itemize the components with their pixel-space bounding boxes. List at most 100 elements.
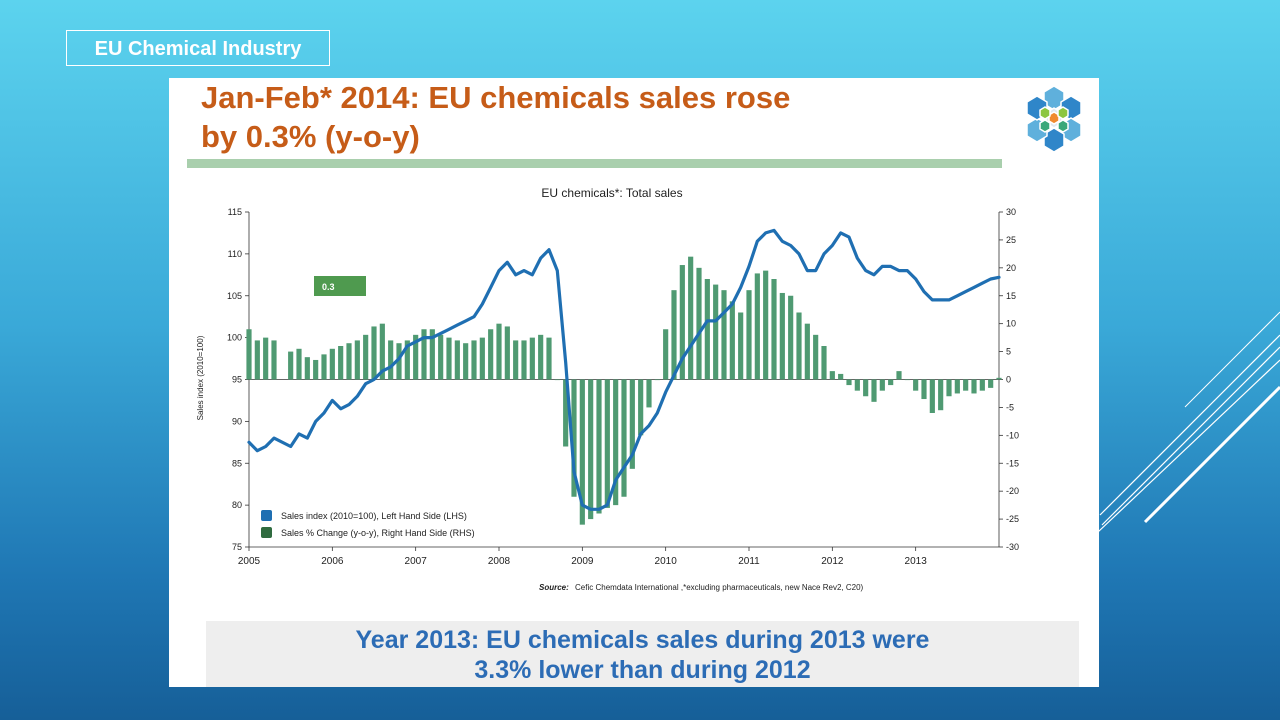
bar <box>854 379 860 391</box>
bar <box>338 346 344 380</box>
bar <box>671 290 677 380</box>
bar <box>313 359 319 380</box>
x-tick-label: 2005 <box>238 556 261 567</box>
bar <box>329 348 335 380</box>
bar <box>271 340 277 380</box>
y-tick-right-label: 25 <box>1006 235 1016 245</box>
bar <box>388 340 394 380</box>
bar <box>288 351 294 380</box>
bar <box>254 340 260 380</box>
bar <box>946 379 952 397</box>
x-tick-label: 2011 <box>738 556 760 567</box>
bar <box>613 379 619 506</box>
bar <box>688 256 694 380</box>
bar <box>638 379 644 436</box>
bar <box>546 337 552 380</box>
y-tick-right-label: 10 <box>1006 319 1016 329</box>
line-series <box>247 228 1001 511</box>
bar <box>888 379 894 386</box>
bar <box>929 379 935 413</box>
y-tick-right-label: -30 <box>1006 542 1019 552</box>
bar <box>804 323 810 380</box>
bar <box>913 379 919 391</box>
bar <box>679 265 685 380</box>
bar <box>596 379 602 514</box>
y-tick-right-label: -15 <box>1006 458 1019 468</box>
y-axis-left-label: Sales index (2010=100) <box>196 335 205 420</box>
bar <box>296 348 302 380</box>
bar <box>571 379 577 497</box>
bar <box>879 379 885 391</box>
bar <box>579 379 585 525</box>
sales-index-line <box>247 228 1001 511</box>
bar <box>696 267 702 380</box>
x-tick-label: 2010 <box>655 556 678 567</box>
bar <box>938 379 944 411</box>
bar <box>304 357 310 380</box>
y-tick-right-label: -25 <box>1006 514 1019 524</box>
y-tick-left-label: 80 <box>232 500 242 510</box>
bar <box>721 290 727 380</box>
bar <box>654 379 660 381</box>
bar <box>421 329 427 380</box>
bar <box>379 323 385 380</box>
bar <box>454 340 460 380</box>
bar <box>738 312 744 380</box>
bar <box>529 337 535 380</box>
bar <box>704 279 710 380</box>
slide-title-line-2: by 0.3% (y-o-y) <box>201 119 420 154</box>
y-tick-left-label: 95 <box>232 375 242 385</box>
title-underline <box>187 159 1002 168</box>
bar <box>513 340 519 380</box>
chart-source: Source: Cefic Chemdata International ,*e… <box>539 583 864 592</box>
bar <box>479 337 485 380</box>
bar <box>621 379 627 497</box>
decorative-lines <box>1097 311 1280 533</box>
y-tick-right-label: 0 <box>1006 375 1011 385</box>
bar <box>729 301 735 380</box>
bar <box>521 340 527 380</box>
chart-title: EU chemicals*: Total sales <box>541 186 682 200</box>
bar <box>538 334 544 380</box>
bar <box>813 334 819 380</box>
legend-swatch-line <box>261 510 272 521</box>
bar <box>354 340 360 380</box>
y-tick-left-label: 115 <box>228 207 242 217</box>
y-tick-left-label: 100 <box>227 333 242 343</box>
bar <box>763 270 769 380</box>
annotation-label: 0.3 <box>322 282 335 292</box>
bar <box>463 343 469 380</box>
y-tick-right-label: -5 <box>1006 402 1014 412</box>
bar-series <box>246 256 1002 525</box>
y-tick-left-label: 90 <box>232 416 242 426</box>
bar <box>263 337 269 380</box>
bar <box>588 379 594 520</box>
bar <box>563 379 569 447</box>
y-tick-right-label: 15 <box>1006 291 1016 301</box>
legend-label-line: Sales index (2010=100), Left Hand Side (… <box>281 511 467 521</box>
bar <box>971 379 977 394</box>
source-text: Cefic Chemdata International ,*excluding… <box>575 583 863 592</box>
y-tick-left-label: 105 <box>227 291 242 301</box>
bar <box>996 377 1002 380</box>
x-tick-label: 2007 <box>405 556 428 567</box>
bar <box>246 329 252 380</box>
x-tick-label: 2013 <box>905 556 928 567</box>
y-tick-right-label: -20 <box>1006 486 1019 496</box>
slide-panel: Jan-Feb* 2014: EU chemicals sales rose b… <box>169 78 1099 687</box>
cefic-logo-icon <box>1026 85 1082 153</box>
bar <box>413 334 419 380</box>
sales-chart: EU chemicals*: Total sales Sales index (… <box>196 186 1019 592</box>
header-tag: EU Chemical Industry <box>66 30 330 66</box>
bar <box>954 379 960 394</box>
bar <box>438 334 444 380</box>
bar <box>979 379 985 391</box>
x-tick-label: 2008 <box>488 556 511 567</box>
bar <box>829 371 835 380</box>
bar <box>429 329 435 380</box>
bar <box>863 379 869 397</box>
bar <box>871 379 877 402</box>
bar <box>604 379 610 508</box>
chart-legend: Sales index (2010=100), Left Hand Side (… <box>261 510 475 538</box>
legend-label-bars: Sales % Change (y-o-y), Right Hand Side … <box>281 528 475 538</box>
